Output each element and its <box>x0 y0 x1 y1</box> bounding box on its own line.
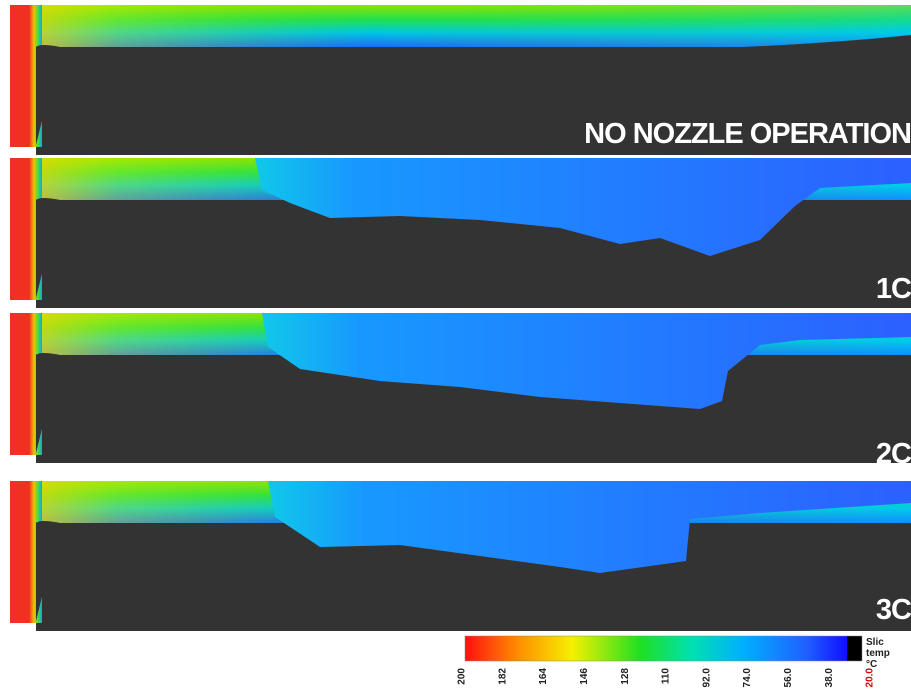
panel-label: 2C <box>876 438 911 470</box>
panel-2c: 2C <box>10 313 911 470</box>
panel-no-nozzle: NO NOZZLE OPERATION <box>10 5 911 155</box>
panel-3c: 3C <box>10 481 911 631</box>
colorbar-tick-label: 20.0 <box>865 668 876 688</box>
colorbar-title: temp <box>866 648 890 659</box>
colorbar-tick-label: 146 <box>579 668 590 685</box>
panel-label: 3C <box>876 594 911 626</box>
colorbar-tick-label: 38.0 <box>824 668 835 688</box>
colorbar-tick-label: 200 <box>457 668 468 685</box>
panel-label: 1C <box>876 273 911 305</box>
figure: NO NOZZLE OPERATION 1C 2C 3C Slic temp °… <box>0 0 911 694</box>
colorbar-title: Slic <box>866 637 884 648</box>
colorbar-tick-label: 56.0 <box>783 668 794 688</box>
panel-label: NO NOZZLE OPERATION <box>584 118 911 150</box>
colorbar-tick-label: 182 <box>497 668 508 685</box>
colorbar-tick-label: 128 <box>620 668 631 685</box>
colorbar-tick-label: 110 <box>661 668 672 685</box>
colorbar-tick-label: 92.0 <box>701 668 712 688</box>
colorbar-tick-label: 164 <box>538 668 549 685</box>
panel-1c: 1C <box>10 158 911 308</box>
colorbar-scale <box>465 636 862 661</box>
colorbar-tick-label: 74.0 <box>742 668 753 688</box>
